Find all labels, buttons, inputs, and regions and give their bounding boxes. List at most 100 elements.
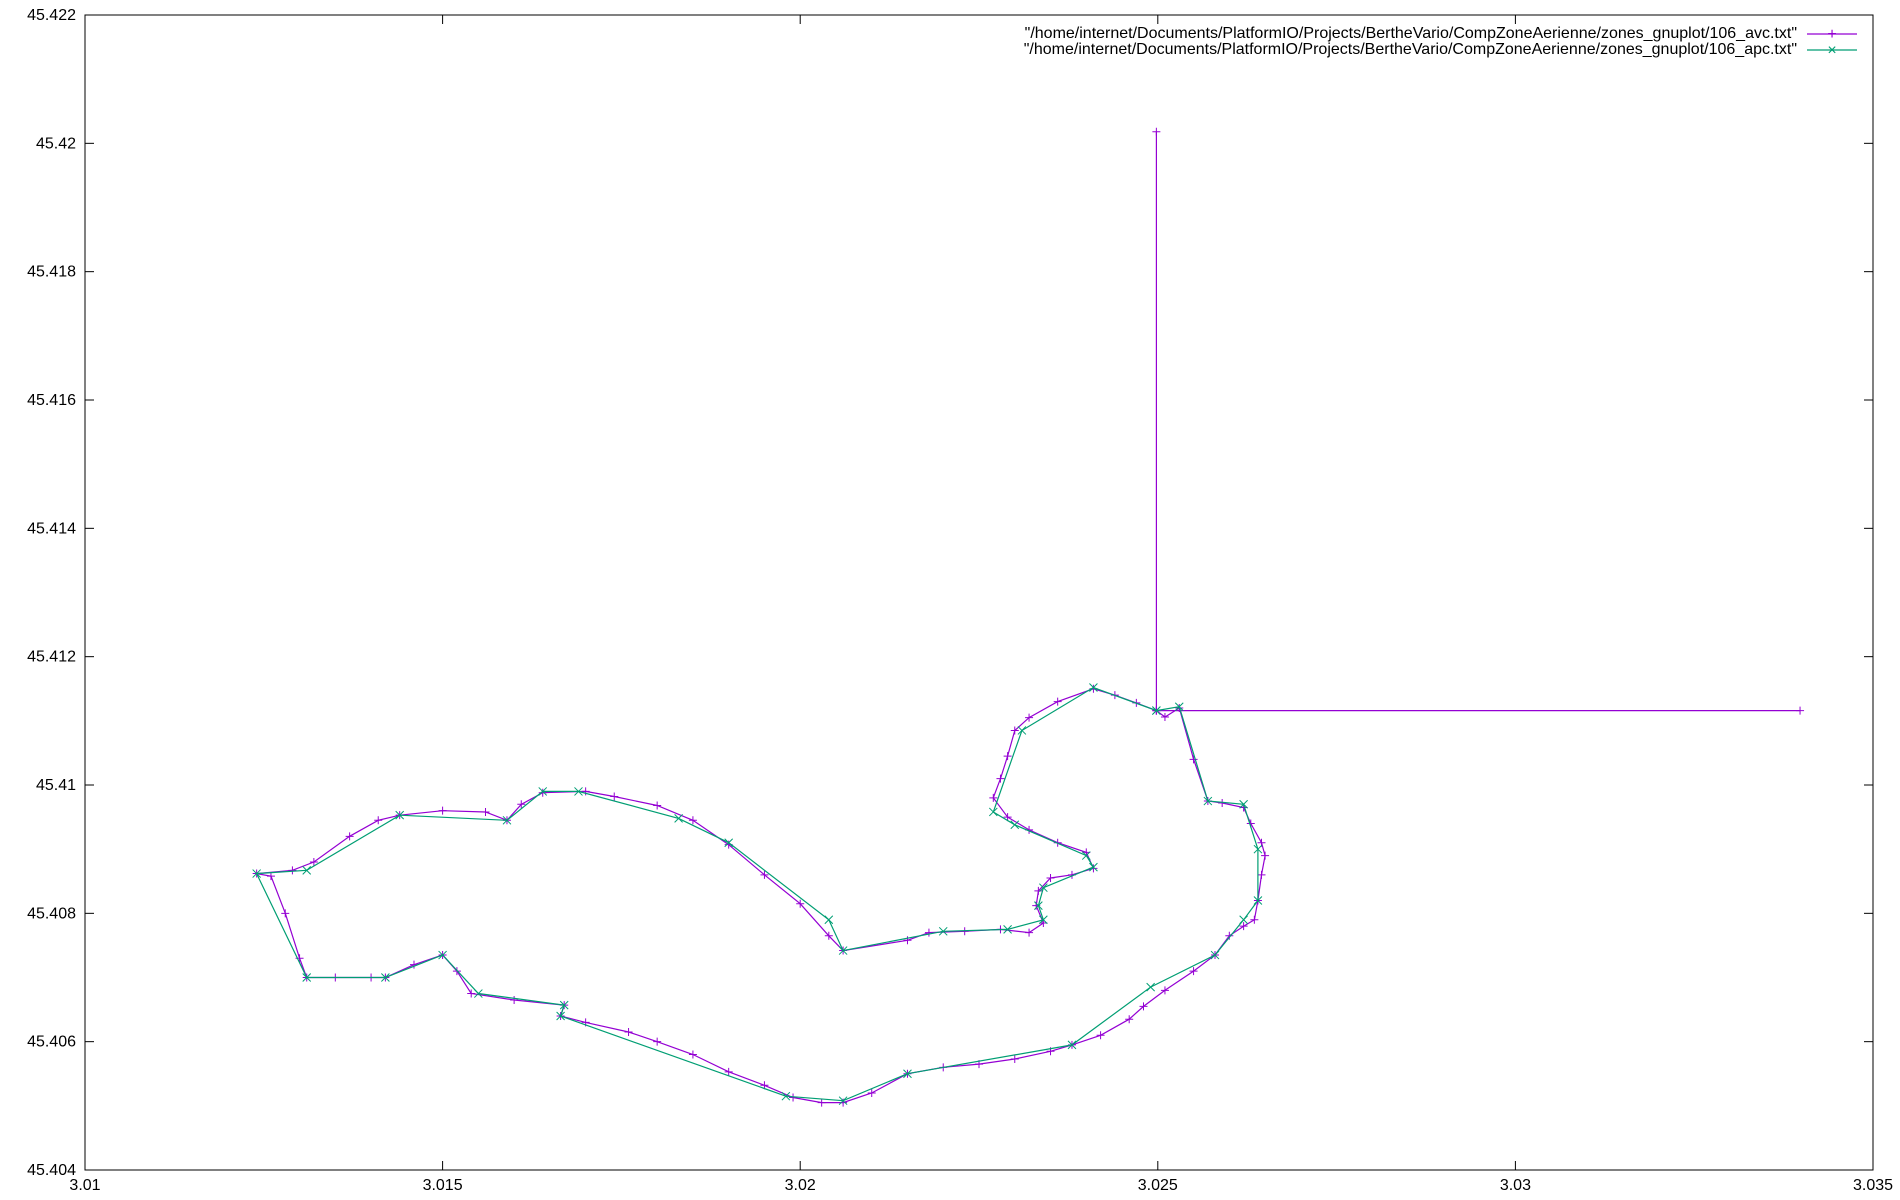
series-2-point bbox=[1089, 862, 1098, 872]
y-tick-label: 45.406 bbox=[27, 1034, 76, 1051]
series-2-point bbox=[1089, 683, 1098, 692]
series-1-point bbox=[1053, 697, 1062, 706]
series-1-point bbox=[724, 1067, 733, 1076]
series-1-point bbox=[688, 1050, 697, 1059]
series-1-point bbox=[1096, 1031, 1105, 1040]
series-1-point bbox=[374, 816, 383, 825]
series-2-point bbox=[1146, 982, 1156, 992]
series-2-point bbox=[1039, 915, 1048, 925]
series-1-point bbox=[1160, 986, 1169, 995]
series-1-point bbox=[1025, 713, 1034, 722]
series-1-point bbox=[610, 792, 619, 801]
x-tick-label: 3.02 bbox=[785, 1177, 816, 1194]
legend-marker-series-2: × bbox=[1827, 42, 1836, 59]
series-2-point bbox=[559, 1000, 569, 1010]
series-2-point bbox=[1081, 851, 1091, 860]
series-2-point bbox=[1017, 726, 1027, 735]
series-2 bbox=[252, 683, 1263, 1106]
series-1-point bbox=[1139, 1002, 1148, 1011]
series-2-point bbox=[674, 814, 683, 823]
x-tick-label: 3.015 bbox=[423, 1177, 463, 1194]
series-2-point bbox=[1152, 706, 1161, 715]
legend: "/home/internet/Documents/PlatformIO/Pro… bbox=[1024, 25, 1857, 59]
series-1-point bbox=[1034, 886, 1043, 895]
series-2-point bbox=[302, 865, 312, 875]
series-2-point bbox=[903, 1069, 912, 1079]
x-axis: 3.01 3.015 3.02 3.025 3.03 3.035 bbox=[69, 15, 1893, 1194]
series-2-point bbox=[781, 1091, 791, 1101]
y-tick-label: 45.422 bbox=[27, 7, 76, 24]
series-1-point bbox=[309, 858, 318, 866]
series-1-point bbox=[1250, 915, 1259, 924]
series-1-point bbox=[581, 787, 590, 796]
series-1-point bbox=[1125, 1015, 1134, 1024]
series-1-point bbox=[1225, 931, 1234, 940]
y-tick-label: 45.412 bbox=[27, 649, 76, 666]
series-1-point bbox=[1046, 874, 1055, 883]
series-2-point bbox=[252, 869, 262, 878]
series-1-point bbox=[653, 801, 662, 810]
series-2-point bbox=[1253, 896, 1263, 905]
x-tick-label: 3.03 bbox=[1500, 1177, 1531, 1194]
y-tick-label: 45.41 bbox=[36, 777, 76, 794]
series-1-point bbox=[1189, 967, 1198, 976]
series-1-point bbox=[924, 928, 933, 937]
series-1-point bbox=[653, 1037, 662, 1046]
series-1-point bbox=[266, 872, 275, 881]
series-1-point bbox=[624, 1028, 633, 1037]
series-2-point bbox=[556, 1011, 565, 1021]
series-1-point bbox=[824, 931, 833, 940]
y-tick-label: 45.42 bbox=[36, 135, 76, 152]
series-2-point bbox=[938, 926, 948, 936]
series-1-point bbox=[1152, 127, 1161, 136]
series-1-point bbox=[1003, 752, 1012, 761]
series-2-point bbox=[438, 950, 447, 960]
series-1-point bbox=[1257, 870, 1266, 879]
series-2-point bbox=[1239, 915, 1248, 925]
series-1-point bbox=[989, 793, 998, 802]
series-1-point bbox=[1261, 851, 1270, 860]
series-1-line bbox=[256, 131, 1800, 1104]
series-1-point bbox=[538, 788, 547, 797]
series-2-point bbox=[395, 810, 405, 820]
series-2-point bbox=[538, 787, 548, 796]
series-2-point bbox=[838, 1096, 848, 1106]
series-1-point bbox=[345, 832, 354, 841]
series-1-point bbox=[1010, 726, 1019, 735]
series-1-point bbox=[996, 774, 1005, 783]
series-1-point bbox=[481, 807, 490, 816]
series-1-point bbox=[1189, 755, 1198, 764]
series-2-point bbox=[1174, 702, 1184, 712]
y-tick-label: 45.416 bbox=[27, 392, 76, 409]
series-2-point bbox=[1039, 883, 1048, 893]
x-tick-label: 3.035 bbox=[1853, 1177, 1893, 1194]
series-2-point bbox=[1239, 799, 1248, 809]
series-1-point bbox=[281, 909, 290, 918]
series-2-point bbox=[381, 973, 390, 982]
series-2-point bbox=[1210, 950, 1220, 960]
series-1-point bbox=[510, 995, 519, 1004]
series-2-point bbox=[1010, 820, 1020, 830]
series-1 bbox=[252, 127, 1805, 1107]
series-2-point bbox=[724, 838, 734, 848]
series-2-point bbox=[824, 915, 834, 925]
series-2-point bbox=[1253, 844, 1263, 854]
x-tick-label: 3.025 bbox=[1138, 1177, 1178, 1194]
series-2-point bbox=[302, 973, 312, 982]
series-1-point bbox=[760, 870, 769, 879]
series-2-point bbox=[1034, 901, 1043, 910]
legend-label-series-1: "/home/internet/Documents/PlatformIO/Pro… bbox=[1025, 25, 1797, 42]
y-tick-label: 45.414 bbox=[27, 520, 76, 537]
series-2-point bbox=[838, 946, 848, 955]
y-tick-label: 45.418 bbox=[27, 264, 76, 281]
series-1-point bbox=[1239, 922, 1248, 931]
series-1-point bbox=[1010, 1054, 1019, 1063]
series-2-point bbox=[574, 787, 583, 796]
y-axis: 45.404 45.406 45.408 45.41 45.412 45.414 45.41… bbox=[27, 7, 1873, 1179]
series-1-point bbox=[1003, 813, 1012, 822]
series-1-point bbox=[839, 1098, 848, 1107]
y-tick-label: 45.408 bbox=[27, 905, 76, 922]
series-2-point bbox=[1003, 925, 1012, 934]
legend-marker-series-1: + bbox=[1827, 26, 1836, 43]
